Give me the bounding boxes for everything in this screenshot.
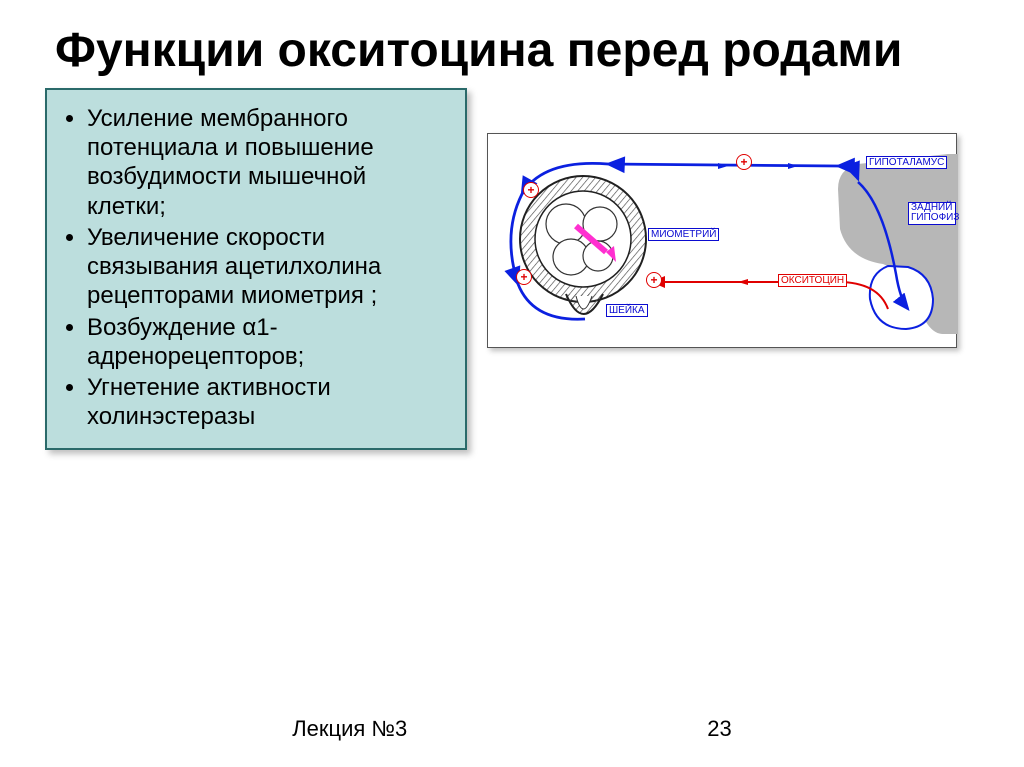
slide-title: Функции окситоцина перед родами: [0, 0, 1024, 88]
hormone-path: [653, 282, 888, 309]
bullet-list: Усиление мембранного потенциала и повыше…: [65, 104, 447, 432]
bullet-panel: Усиление мембранного потенциала и повыше…: [45, 88, 467, 450]
label-oxytocin: ОКСИТОЦИН: [778, 274, 847, 287]
slide-footer: Лекция №3 23: [0, 716, 1024, 742]
content-row: Усиление мембранного потенциала и повыше…: [0, 88, 1024, 450]
label-myometrium: МИОМЕТРИЙ: [648, 228, 719, 241]
diagram-area: ГИПОТАЛАМУС ЗАДНИЙ ГИПОФИЗ ОКСИТОЦИН МИО…: [487, 88, 1009, 450]
bullet-item: Увеличение скорости связывания ацетилхол…: [87, 223, 447, 311]
plus-icon: +: [646, 272, 662, 288]
plus-icon: +: [736, 154, 752, 170]
plus-icon: +: [516, 269, 532, 285]
bullet-item: Угнетение активности холинэстеразы: [87, 373, 447, 432]
label-hypothalamus: ГИПОТАЛАМУС: [866, 156, 947, 169]
bullet-item: Усиление мембранного потенциала и повыше…: [87, 104, 447, 221]
label-cervix: ШЕЙКА: [606, 304, 648, 317]
bullet-item: Возбуждение α1-адренорецепторов;: [87, 313, 447, 372]
plus-icon: +: [523, 182, 539, 198]
slide-number: 23: [707, 716, 731, 742]
oxytocin-feedback-diagram: ГИПОТАЛАМУС ЗАДНИЙ ГИПОФИЗ ОКСИТОЦИН МИО…: [487, 133, 957, 348]
lecture-number: Лекция №3: [292, 716, 407, 742]
uterus-shape: [520, 176, 646, 314]
label-posterior-pituitary: ЗАДНИЙ ГИПОФИЗ: [908, 202, 956, 225]
